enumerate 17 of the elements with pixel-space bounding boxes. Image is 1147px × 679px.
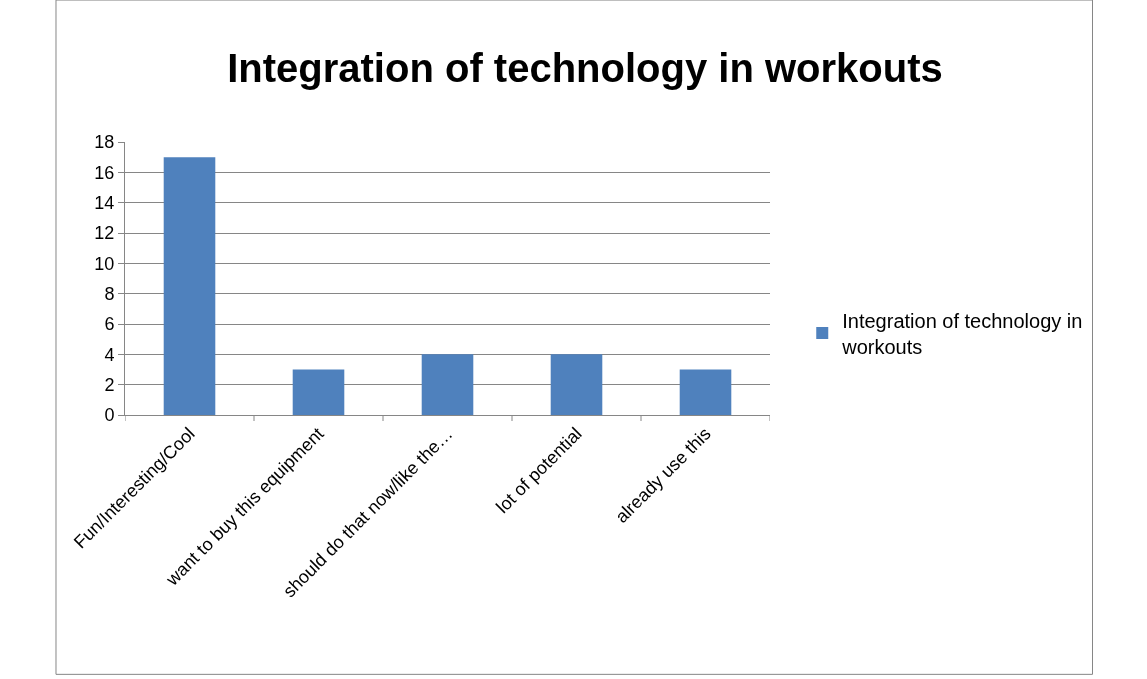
legend-label: Integration of technology in workouts — [841, 309, 1083, 358]
y-tick-label: 0 — [104, 405, 115, 426]
bar — [292, 369, 345, 415]
chart-title: Integration of technology in workouts — [227, 45, 943, 90]
y-tick-label: 18 — [94, 132, 115, 153]
y-tick-label: 6 — [104, 314, 115, 335]
y-tick-label: 10 — [94, 253, 115, 274]
bar — [163, 157, 216, 415]
y-tick-label: 4 — [104, 344, 115, 365]
y-tick-label: 2 — [104, 374, 115, 395]
bar — [421, 354, 474, 415]
bar — [679, 369, 732, 415]
y-tick-label: 14 — [94, 192, 115, 213]
y-tick-label: 8 — [104, 283, 115, 304]
y-tick-label: 12 — [94, 223, 115, 244]
bar — [550, 354, 603, 415]
y-tick-label: 16 — [94, 162, 115, 183]
